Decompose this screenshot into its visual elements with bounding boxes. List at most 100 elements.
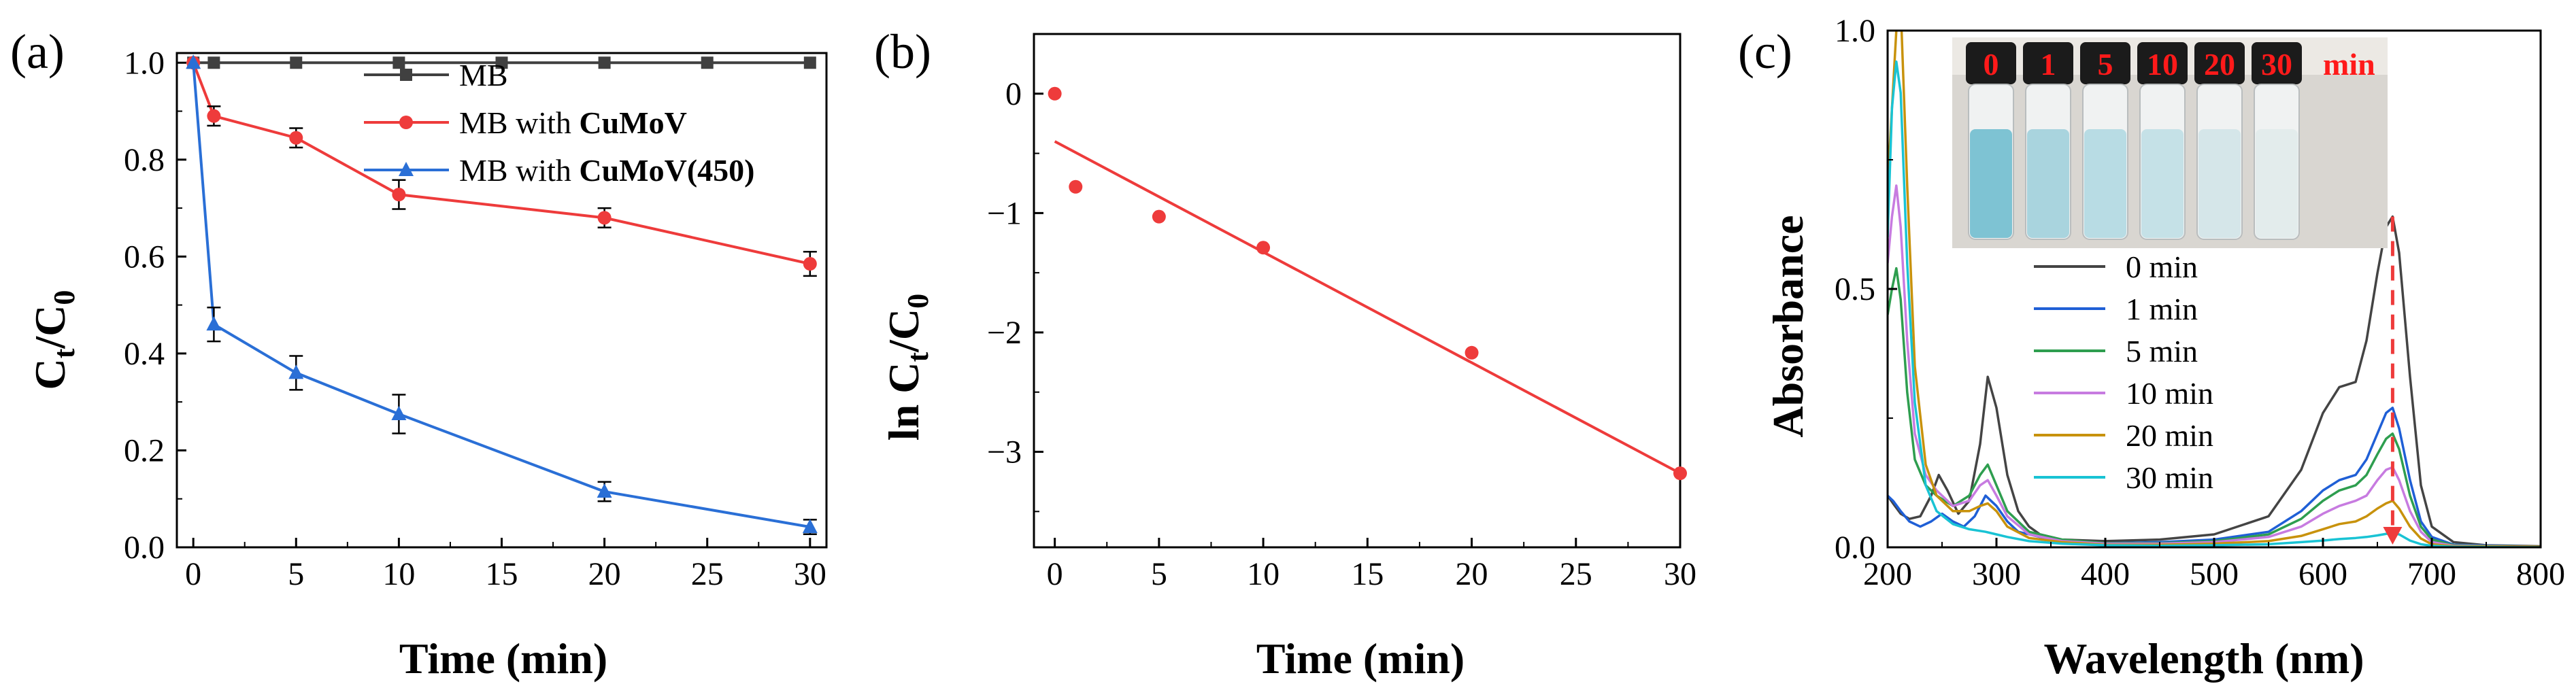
panel-c-xlabel: Wavelength (nm) <box>2043 634 2364 683</box>
vial-cap <box>2252 42 2302 84</box>
series-mb-cumov450-point <box>802 519 818 534</box>
panel-a-xtick-label: 10 <box>382 556 415 592</box>
series-mb-cumov450-point <box>288 364 304 379</box>
panel-c-xtick-label: 300 <box>1972 556 2021 592</box>
panel-c-ytick-label: 1.0 <box>1835 13 1875 49</box>
panel-a-plot: 0 5 10 15 20 25 30 0.0 0.2 0.4 0.6 0.8 1.0 <box>124 45 828 592</box>
panel-c-xtick-label: 400 <box>2081 556 2130 592</box>
panel-a-ylabel-sub1: t <box>48 348 81 358</box>
legend-5-min-label: 5 min <box>2126 334 2198 368</box>
panel-a-xlabel: Time (min) <box>399 634 607 683</box>
panel-a-ylabel: Ct/C0 <box>26 290 81 390</box>
panel-b-ylabel-text: ln Ct/C0 <box>880 294 935 441</box>
vial-label: 1 <box>2041 47 2056 82</box>
panel-b-xtick-label: 15 <box>1351 556 1384 592</box>
panel-c-xtick-label: 600 <box>2298 556 2347 592</box>
series-mb-cumov-point <box>597 211 612 225</box>
legend-0-min-label: 0 min <box>2126 250 2198 284</box>
panel-a-xtick-label: 25 <box>691 556 724 592</box>
data-point <box>1256 241 1271 255</box>
series-mb-point <box>701 56 714 69</box>
panel-b-xtick-label: 25 <box>1560 556 1592 592</box>
panel-a-xtick-label: 0 <box>185 556 201 592</box>
panel-a-xtick-label: 20 <box>588 556 621 592</box>
series-mb-cumov-point <box>392 188 406 202</box>
fit-line <box>1054 140 1681 475</box>
panel-b-frame <box>1033 33 1682 549</box>
panel-a-ylabel-text: Ct/C0 <box>26 290 81 390</box>
decrease-arrow-head <box>2383 527 2403 545</box>
legend-series-mb-cumov-label-bold: CuMoV <box>579 105 686 140</box>
vial-solution <box>2027 129 2069 238</box>
panel-c-ytick-label: 0.5 <box>1835 271 1875 307</box>
legend-20-min-label: 20 min <box>2126 418 2213 453</box>
series-mb-point <box>495 56 508 69</box>
panel-c-ylabel: Absorbance <box>1764 215 1812 437</box>
panel-a-xtick-label: 5 <box>288 556 304 592</box>
panel-b-ytick-label: 0 <box>1005 76 1022 112</box>
panel-a-ytick-label: 0.2 <box>124 432 165 468</box>
legend-10-min-label: 10 min <box>2126 376 2213 411</box>
data-point <box>1048 86 1062 101</box>
panel-b-xlabel: Time (min) <box>1256 634 1465 683</box>
panel-c-xtick-label: 800 <box>2516 556 2565 592</box>
panel-b-ylabel-mid: /C <box>880 309 928 353</box>
series-mb-cumov450-point <box>391 405 407 420</box>
panel-c: (c) Absorbance Wavelength (nm) 200 300 400… <box>1738 13 2565 683</box>
panel-c-spectra <box>1888 31 2541 547</box>
data-point <box>1465 345 1479 360</box>
vial-label: 0 <box>1984 47 1999 82</box>
legend-series-mb-label: MB <box>459 58 508 92</box>
panel-b-ytick-label: −2 <box>987 315 1022 351</box>
panel-b-plot: 0 5 10 15 20 25 30 0 −1 −2 −3 <box>987 33 1696 592</box>
panel-b-xtick-label: 5 <box>1151 556 1167 592</box>
vial-label: 5 <box>2098 47 2113 82</box>
legend-series-mb-cumov450-label: MB with CuMoV(450) <box>459 153 754 188</box>
panel-a-legend: MB MB with CuMoV MB with CuMoV(450) <box>364 58 754 188</box>
panel-a-xtick-label: 15 <box>486 556 518 592</box>
panel-a-ytick-label: 1.0 <box>124 45 165 81</box>
panel-a-ytick-label: 0.4 <box>124 336 165 372</box>
panel-b-ytick-label: −1 <box>987 195 1022 231</box>
legend-series-mb-cumov-label: MB with CuMoV <box>459 105 687 140</box>
series-mb-point <box>290 56 303 69</box>
vial-label: 10 <box>2147 47 2178 82</box>
vial-solution <box>2141 129 2184 238</box>
panel-c-xtick-label: 700 <box>2407 556 2456 592</box>
panel-a-xtick-label: 30 <box>794 556 826 592</box>
panel-c-legend: 0 min 1 min 5 min 10 min 20 min 30 min <box>2034 250 2213 495</box>
panel-c-xtick-label: 500 <box>2190 556 2239 592</box>
vial-cap <box>2194 42 2245 84</box>
legend-series-mb-cumov-marker <box>399 116 413 129</box>
data-point <box>1673 466 1687 481</box>
panel-b-xtick-label: 20 <box>1456 556 1488 592</box>
vial-cap <box>2080 42 2130 84</box>
vial-cap <box>2137 42 2188 84</box>
panel-b-xtick-label: 30 <box>1664 556 1696 592</box>
vial-solution <box>2084 129 2126 238</box>
panel-b-xtick-label: 10 <box>1247 556 1279 592</box>
data-point <box>1069 179 1083 194</box>
panel-b-ylabel-main: ln C <box>880 362 928 441</box>
panel-c-label: (c) <box>1738 24 1792 79</box>
legend-series-mb-cumov450-marker <box>399 162 414 176</box>
legend-1-min-label: 1 min <box>2126 292 2198 326</box>
vial-label: 20 <box>2204 47 2235 82</box>
panel-b-ytick-label: −3 <box>987 434 1022 470</box>
legend-series-mb-label-plain: MB <box>459 58 508 92</box>
legend-30-min-label: 30 min <box>2126 460 2213 495</box>
series-mb-point <box>207 56 220 69</box>
series-mb-cumov450-point <box>186 54 201 69</box>
panel-b-xtick-label: 0 <box>1047 556 1063 592</box>
panel-c-inset-photo: 0 1 5 10 20 30 min <box>1952 37 2388 248</box>
series-mb-cumov-point <box>803 257 817 271</box>
panel-c-xtick-label: 200 <box>1863 556 1912 592</box>
data-point <box>1152 209 1166 224</box>
vial-solution <box>1970 129 2012 238</box>
series-mb-cumov-point <box>207 109 221 123</box>
panel-a-ylabel-main: C <box>26 358 74 390</box>
vial-unit-label: min <box>2323 47 2375 82</box>
panel-b-label: (b) <box>874 24 931 79</box>
panel-a: (a) Ct/C0 Time (min) 0 5 10 15 20 25 300.00.20… <box>10 24 828 683</box>
